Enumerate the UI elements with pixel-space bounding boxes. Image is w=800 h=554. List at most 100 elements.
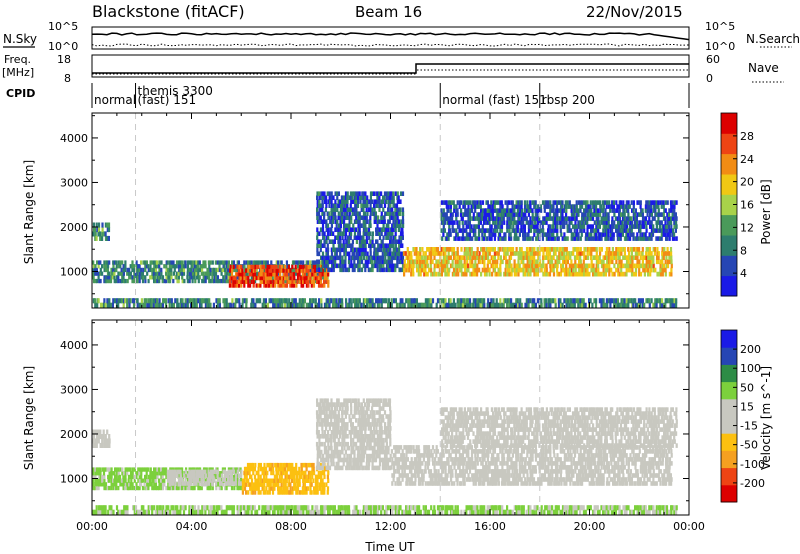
echo-cell xyxy=(362,298,365,304)
echo-cell xyxy=(594,302,598,308)
echo-cell xyxy=(243,264,246,269)
echo-cell xyxy=(586,236,589,241)
echo-cell xyxy=(483,232,486,237)
echo-cell xyxy=(481,302,484,308)
echo-cell xyxy=(158,467,161,472)
echo-cell xyxy=(576,271,579,277)
echo-cell xyxy=(527,228,531,233)
echo-cell xyxy=(228,283,231,288)
echo-cell xyxy=(339,199,342,204)
echo-cell xyxy=(204,260,207,265)
echo-cell xyxy=(348,227,351,232)
echo-cell xyxy=(444,216,447,221)
echo-cell xyxy=(190,469,193,475)
freq-tick-bottom: 8 xyxy=(64,72,71,85)
echo-cell xyxy=(108,442,111,448)
echo-cell xyxy=(481,200,485,205)
echo-cell xyxy=(398,235,401,240)
echo-cell xyxy=(415,247,418,252)
echo-cell xyxy=(340,203,344,208)
echo-cell xyxy=(499,236,502,241)
echo-cell xyxy=(628,251,631,256)
echo-cell xyxy=(383,298,387,304)
echo-cell xyxy=(451,259,454,265)
echo-cell xyxy=(247,466,250,472)
echo-cell xyxy=(257,298,260,304)
echo-cell xyxy=(330,219,333,224)
echo-cell xyxy=(170,298,173,304)
echo-cell xyxy=(655,298,658,304)
echo-cell xyxy=(95,429,98,435)
echo-cell xyxy=(579,263,582,269)
echo-cell xyxy=(488,212,491,217)
echo-cell xyxy=(368,235,371,240)
echo-cell xyxy=(593,212,596,217)
echo-cell xyxy=(606,255,609,260)
echo-cell xyxy=(467,224,470,229)
echo-cell xyxy=(378,227,381,232)
echo-cell xyxy=(216,482,220,487)
echo-cell xyxy=(337,255,340,261)
echo-cell xyxy=(526,302,529,308)
echo-cell xyxy=(458,298,461,304)
echo-cell xyxy=(327,272,330,277)
echo-cell xyxy=(583,200,586,205)
echo-cell xyxy=(504,271,507,277)
echo-cell xyxy=(499,212,502,217)
echo-cell xyxy=(488,208,491,213)
echo-cell xyxy=(327,267,330,273)
echo-cell xyxy=(117,298,120,304)
echo-cell xyxy=(465,208,468,213)
echo-cell xyxy=(247,482,250,487)
echo-cell xyxy=(454,302,457,308)
echo-cell xyxy=(383,203,387,208)
echo-cell xyxy=(394,298,397,304)
echo-cell xyxy=(268,264,271,270)
echo-cell xyxy=(645,298,648,304)
echo-cell xyxy=(145,260,148,265)
echo-cell xyxy=(238,264,241,270)
echo-cell xyxy=(606,302,609,308)
echo-cell xyxy=(552,247,556,252)
echo-cell xyxy=(259,272,262,277)
echo-cell xyxy=(673,204,676,209)
echo-cell xyxy=(563,224,566,229)
echo-cell xyxy=(204,473,207,478)
echo-cell xyxy=(597,263,600,269)
echo-cell xyxy=(349,195,352,200)
echo-cell xyxy=(641,216,645,221)
echo-cell xyxy=(458,200,461,205)
echo-cell xyxy=(143,298,146,304)
echo-cell xyxy=(257,466,260,472)
echo-cell xyxy=(360,259,364,265)
echo-cell xyxy=(497,208,500,213)
echo-cell xyxy=(481,208,485,213)
echo-cell xyxy=(453,255,456,260)
echo-cell xyxy=(177,467,180,472)
echo-cell xyxy=(250,462,253,468)
echo-cell xyxy=(149,264,152,269)
echo-cell xyxy=(356,195,360,200)
echo-cell xyxy=(495,251,499,256)
echo-cell xyxy=(634,271,638,277)
echo-cell xyxy=(230,302,233,308)
echo-cell xyxy=(316,275,319,281)
echo-cell xyxy=(99,429,102,435)
echo-cell xyxy=(93,442,97,448)
echo-cell xyxy=(108,271,111,276)
echo-cell xyxy=(261,268,264,273)
echo-cell xyxy=(561,267,565,273)
echo-cell xyxy=(510,302,513,308)
echo-cell xyxy=(640,208,643,213)
echo-cell xyxy=(424,263,427,269)
echo-cell xyxy=(309,264,312,270)
echo-cell xyxy=(528,204,531,209)
echo-cell xyxy=(295,260,298,265)
echo-cell xyxy=(607,232,610,237)
echo-cell xyxy=(207,302,210,308)
echo-cell xyxy=(476,247,479,252)
echo-cell xyxy=(176,485,179,491)
echo-cell xyxy=(133,267,136,273)
echo-cell xyxy=(350,263,353,269)
echo-cell xyxy=(640,212,643,217)
